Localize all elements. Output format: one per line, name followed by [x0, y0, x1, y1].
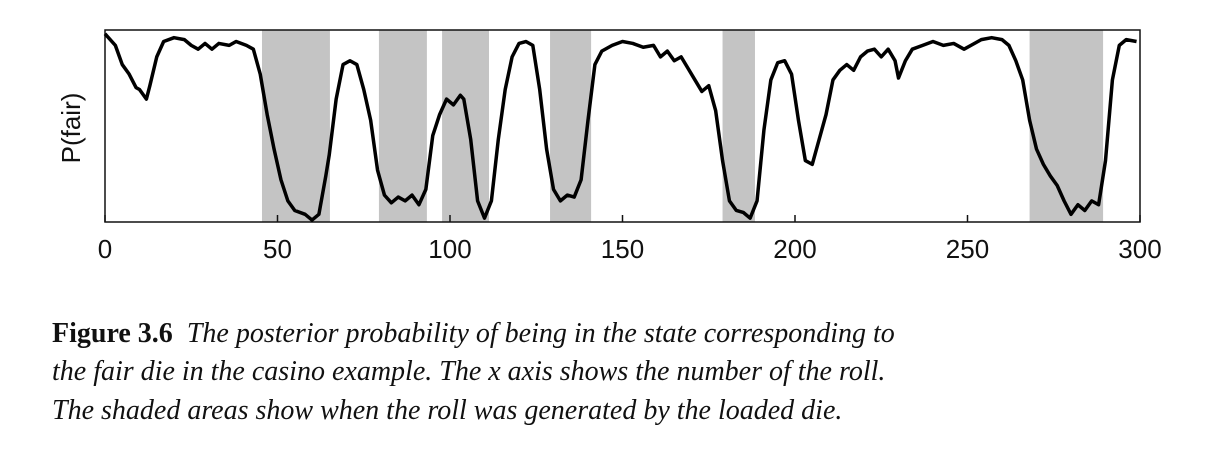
x-tick-label: 200 — [773, 234, 816, 264]
x-tick-label: 50 — [263, 234, 292, 264]
caption-text: The shaded areas show when the roll was … — [52, 395, 843, 426]
loaded-region — [550, 30, 592, 222]
loaded-region — [261, 30, 330, 222]
x-tick-label: 100 — [428, 234, 471, 264]
plot-frame — [104, 29, 1141, 223]
x-tick-label: 150 — [601, 234, 644, 264]
caption-text: The posterior probability of being in th… — [186, 318, 895, 349]
loaded-region — [442, 30, 489, 222]
x-tick-label: 250 — [946, 234, 989, 264]
chart: P(fair) 0 50 100 150 200 250 300 — [56, 29, 1162, 264]
y-axis-label: P(fair) — [56, 93, 86, 164]
loaded-region — [1029, 30, 1104, 222]
posterior-line — [103, 32, 1137, 222]
figure-label: Figure 3.6 — [52, 318, 173, 349]
x-tick-label: 0 — [98, 234, 112, 264]
caption-line: Figure 3.6 The posterior probability of … — [52, 318, 895, 350]
loaded-region — [378, 30, 427, 222]
caption-text: the fair die in the casino example. The … — [52, 356, 886, 387]
x-tick-label: 300 — [1118, 234, 1161, 264]
